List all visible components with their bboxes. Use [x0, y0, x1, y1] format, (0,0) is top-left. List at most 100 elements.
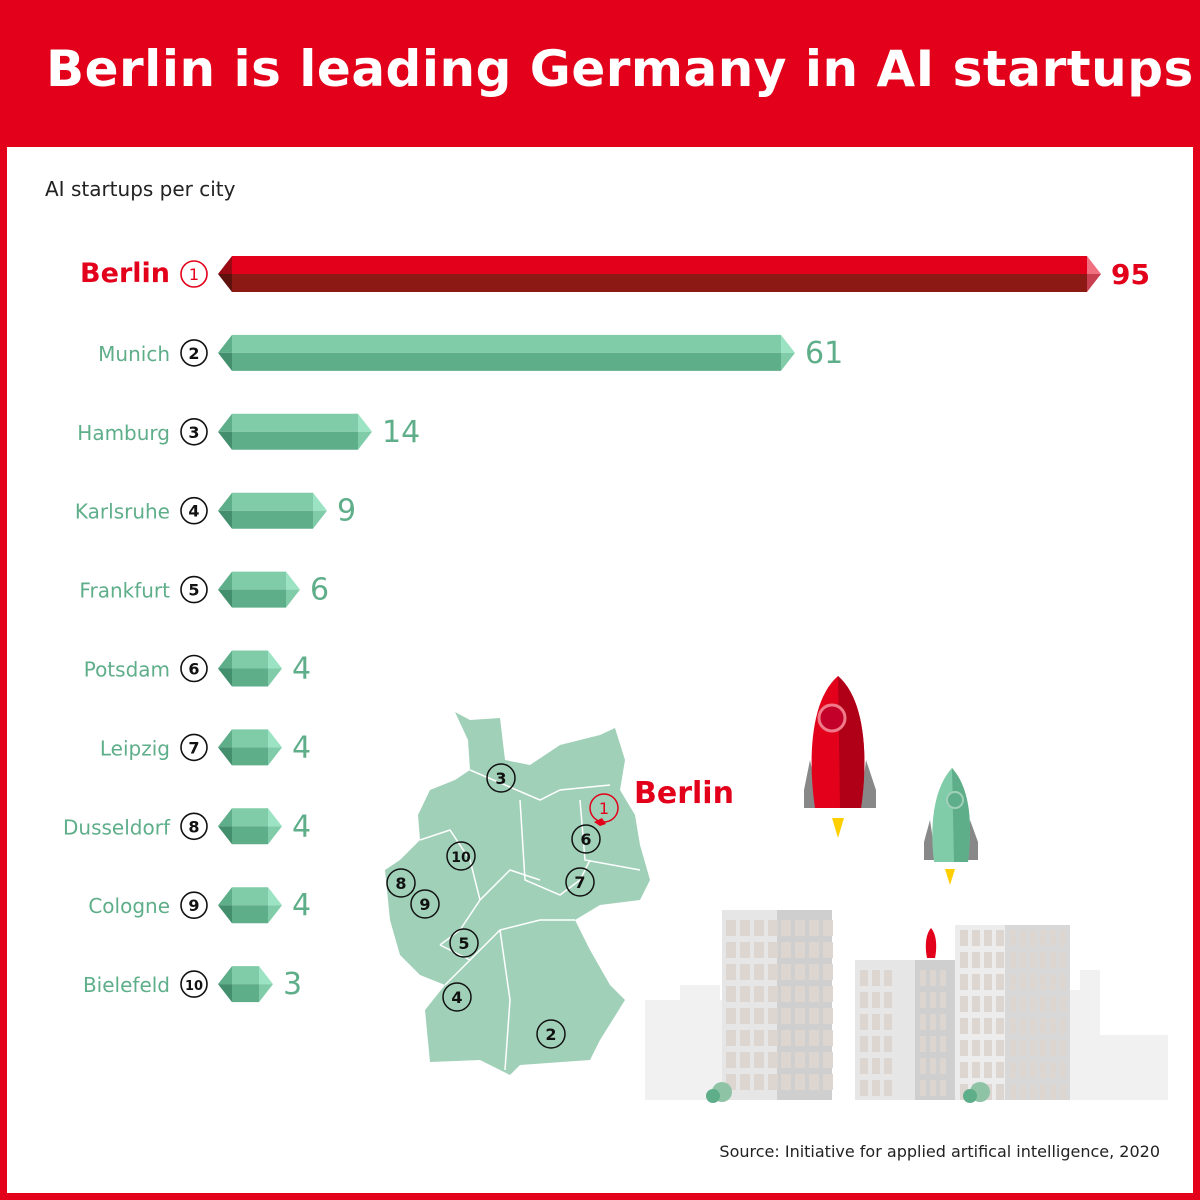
bar-right-cap [268, 729, 282, 748]
building-window [809, 1008, 819, 1024]
building-window [1040, 952, 1046, 968]
building-window [972, 974, 980, 990]
map-marker-number: 9 [419, 895, 430, 914]
bar-leipzig [218, 729, 282, 766]
building-window [1020, 974, 1026, 990]
building-window [1050, 930, 1056, 946]
value-label: 4 [292, 730, 311, 765]
building-window [1030, 930, 1036, 946]
rank-badge [180, 654, 208, 683]
bar-right-cap [1087, 256, 1101, 274]
rank-badge [180, 260, 208, 288]
map-marker-number: 8 [395, 874, 406, 893]
building-window [754, 1052, 764, 1068]
bar-top-face [232, 729, 268, 748]
building-window [1050, 996, 1056, 1012]
value-label: 61 [805, 336, 843, 371]
building-window [795, 986, 805, 1002]
value-label: 14 [382, 415, 420, 450]
value-label: 9 [337, 494, 356, 529]
building-window [930, 1036, 936, 1052]
building-window [884, 1014, 892, 1030]
building-window [1010, 1040, 1016, 1056]
bar-left-cap [218, 492, 232, 511]
rank-badge [180, 970, 208, 998]
map-marker [386, 868, 416, 898]
building-window [1010, 1062, 1016, 1078]
building-window [1030, 974, 1036, 990]
building-window [940, 1014, 946, 1030]
rank-number: 6 [188, 660, 199, 679]
building-window [1020, 996, 1026, 1012]
building-window [996, 952, 1004, 968]
bar-berlin [218, 256, 1101, 292]
bar-left-cap [218, 352, 232, 371]
building-window [740, 1030, 750, 1046]
building-window [1050, 1062, 1056, 1078]
building-window [740, 986, 750, 1002]
building-window [823, 920, 833, 936]
building-window [1010, 996, 1016, 1012]
building-window [884, 970, 892, 986]
building-window [726, 1030, 736, 1046]
bar-bottom-face [232, 747, 268, 766]
building-window [872, 1080, 880, 1096]
category-label: Dusseldorf [63, 815, 171, 839]
rank-number: 2 [188, 344, 199, 363]
bar-right-cap [1087, 274, 1101, 292]
building-window [930, 970, 936, 986]
building-window [872, 992, 880, 1008]
building-window [860, 1080, 868, 1096]
building-window [809, 920, 819, 936]
small-rocket-icon [925, 928, 937, 958]
bar-bottom-face [232, 352, 781, 371]
building-window [960, 952, 968, 968]
building-window [754, 986, 764, 1002]
building-window [872, 1036, 880, 1052]
building-window [740, 942, 750, 958]
bar-left-cap [218, 729, 232, 748]
building-window [860, 970, 868, 986]
building-window [1030, 952, 1036, 968]
building-window [884, 1080, 892, 1096]
building-window [754, 964, 764, 980]
building-window [809, 942, 819, 958]
value-label: 4 [292, 888, 311, 923]
map-marker-number: 2 [545, 1025, 556, 1044]
green-rocket-icon [924, 768, 978, 885]
bar-left-cap [218, 256, 232, 274]
building-window [740, 964, 750, 980]
building-window [1030, 996, 1036, 1012]
source-note: Source: Initiative for applied artifical… [719, 1142, 1160, 1161]
building-window [754, 1074, 764, 1090]
building-window [768, 1008, 778, 1024]
bar-left-cap [218, 808, 232, 827]
bar-left-cap [218, 334, 232, 353]
building-window [823, 986, 833, 1002]
category-label: Bielefeld [83, 973, 170, 997]
building-window [930, 992, 936, 1008]
building-window [1060, 974, 1066, 990]
building-window [996, 1040, 1004, 1056]
bar-bottom-face [232, 510, 313, 529]
building-window [996, 1062, 1004, 1078]
building-window [768, 942, 778, 958]
map-marker [486, 763, 516, 793]
building-window [726, 1074, 736, 1090]
bar-karlsruhe [218, 492, 327, 529]
bar-bottom-face [232, 431, 358, 450]
category-label: Potsdam [84, 658, 170, 682]
building-window [1060, 1040, 1066, 1056]
building-window [809, 1052, 819, 1068]
building-window [984, 952, 992, 968]
building-window [1060, 930, 1066, 946]
bar-bottom-face [232, 274, 1087, 292]
rank-badge [180, 575, 208, 604]
bar-right-cap [268, 826, 282, 845]
bar-top-face [232, 808, 268, 827]
building-window [1060, 952, 1066, 968]
bar-top-face [232, 492, 313, 511]
building-window [972, 1062, 980, 1078]
bar-bottom-face [232, 589, 286, 608]
